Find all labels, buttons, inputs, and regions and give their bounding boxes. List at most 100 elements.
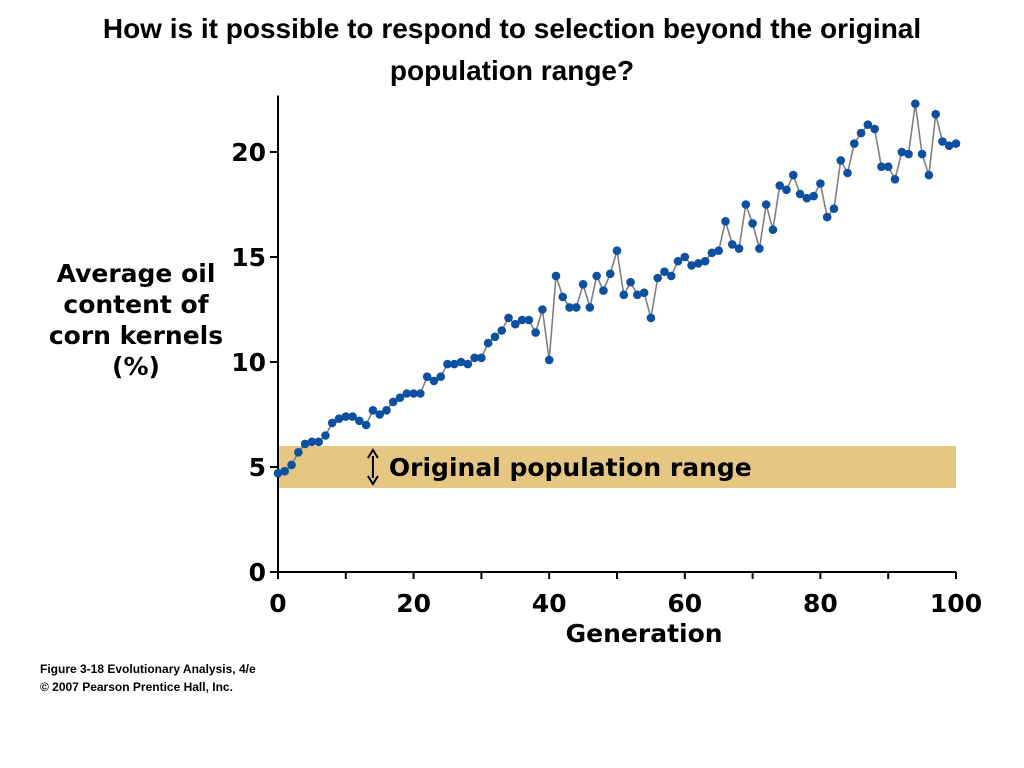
data-point [409, 389, 418, 398]
data-point [788, 170, 798, 180]
data-point [348, 412, 357, 421]
data-point [307, 437, 317, 447]
data-point [931, 109, 940, 119]
x-tick-label: 20 [396, 589, 431, 618]
data-point [727, 240, 737, 249]
population-range-band [278, 446, 956, 488]
data-point [619, 290, 629, 300]
x-tick-label: 100 [930, 589, 982, 618]
data-point [558, 292, 568, 302]
y-tick-label: 5 [249, 453, 266, 482]
data-point [633, 290, 642, 300]
data-point [551, 271, 561, 281]
data-point [795, 189, 805, 199]
y-tick-label: 10 [231, 348, 266, 377]
data-point [870, 124, 879, 134]
data-point [938, 137, 947, 146]
data-point [517, 315, 527, 325]
data-point [883, 162, 893, 171]
data-point [531, 328, 540, 337]
data-point [700, 256, 710, 266]
data-point [321, 431, 330, 440]
data-point [327, 418, 337, 428]
y-tick-label: 20 [231, 138, 266, 167]
data-point [890, 175, 900, 184]
data-point [463, 359, 473, 369]
data-point [775, 181, 785, 190]
data-point [904, 149, 913, 159]
data-point [605, 269, 615, 279]
slide-title-line-1: How is it possible to respond to selecti… [102, 13, 922, 44]
y-axis-label-line-1: Average oil [56, 259, 216, 288]
y-axis-label-line-2: content of [63, 290, 209, 319]
data-point [714, 246, 723, 255]
data-point [721, 217, 730, 226]
data-point [585, 303, 595, 312]
data-point [361, 420, 371, 430]
data-point [456, 357, 466, 367]
data-point [944, 141, 954, 150]
data-point [578, 280, 588, 289]
data-point [483, 338, 493, 348]
data-point [653, 273, 662, 283]
data-point [782, 185, 791, 195]
data-point [741, 200, 751, 209]
band-arrow-head-down [367, 475, 379, 486]
data-point [511, 319, 520, 329]
data-point [449, 359, 459, 369]
x-tick-label: 60 [667, 589, 702, 618]
data-point [355, 416, 364, 426]
data-point [341, 412, 351, 421]
data-point [477, 353, 486, 363]
data-point [416, 389, 425, 398]
data-point [599, 286, 608, 295]
data-point [422, 372, 432, 382]
data-point [822, 212, 832, 222]
data-point [402, 389, 412, 398]
x-tick-label: 40 [532, 589, 567, 618]
slide-title: How is it possible to respond to selecti… [0, 8, 1024, 92]
data-point [436, 372, 446, 382]
data-point [538, 305, 547, 314]
data-point [802, 193, 812, 203]
data-point [707, 248, 717, 258]
data-point [816, 179, 825, 188]
data-point [504, 313, 513, 323]
data-point [572, 303, 581, 312]
data-point [544, 355, 554, 365]
data-point [429, 376, 439, 386]
y-axis-label: Average oil content of corn kernels (%) [36, 258, 236, 382]
data-point [673, 256, 683, 266]
data-point [911, 99, 920, 108]
figure-caption: Figure 3-18 Evolutionary Analysis, 4/e ©… [40, 660, 256, 696]
data-point [612, 246, 622, 255]
data-point [470, 353, 479, 363]
slide-title-line-2: population range? [389, 55, 635, 86]
data-point [836, 156, 846, 165]
data-point [287, 460, 296, 470]
data-point [388, 397, 398, 407]
data-point [524, 315, 534, 325]
data-point [829, 204, 839, 213]
data-point [843, 168, 852, 178]
data-point [856, 128, 866, 138]
data-point [734, 244, 744, 253]
x-tick-label: 80 [803, 589, 838, 618]
data-point [687, 261, 696, 270]
data-point [646, 313, 656, 323]
data-point [748, 219, 757, 228]
data-point [273, 469, 283, 478]
data-point [639, 288, 649, 298]
data-point [443, 359, 452, 369]
data-point [375, 410, 385, 419]
data-point [680, 252, 690, 262]
data-point [382, 406, 391, 415]
data-point [863, 120, 873, 129]
data-point [565, 303, 574, 312]
data-point [490, 332, 500, 342]
y-tick-label: 15 [231, 243, 266, 272]
data-point [334, 414, 344, 424]
data-point [917, 149, 927, 159]
data-point [314, 437, 323, 447]
